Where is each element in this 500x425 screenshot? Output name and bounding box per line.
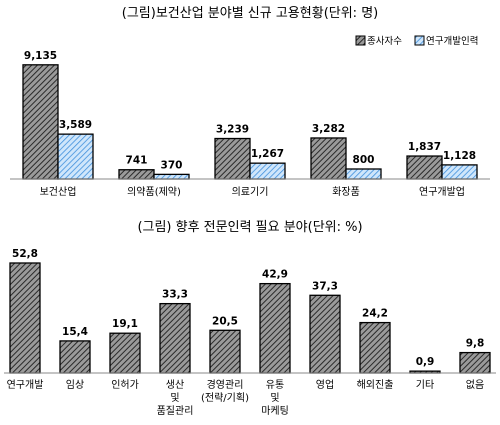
bar-employees-3: [310, 137, 347, 180]
data-label-need-7: 24,2: [362, 308, 388, 320]
bar-rnd-staff-4: [441, 164, 478, 180]
category-label-need-0: 연구개발: [7, 379, 44, 391]
bar-employees-0: [22, 64, 59, 180]
data-label-need-0: 52,8: [12, 248, 38, 260]
data-label-need-5: 42,9: [262, 269, 288, 281]
bar-rnd-staff-0: [57, 133, 94, 180]
data-label-employees-2: 3,239: [216, 124, 249, 136]
bar-need-4: [209, 329, 241, 374]
category-label-need-7: 해외진출: [357, 378, 394, 391]
legend-swatch-rnd-staff: [414, 35, 425, 46]
bar-need-0: [9, 262, 41, 374]
category-label-3: 화장품: [332, 186, 360, 198]
data-label-need-8: 0,9: [416, 356, 435, 368]
category-label-need-5: 유통 및 마케팅: [261, 379, 289, 417]
category-label-1: 의약품(제약): [127, 186, 181, 198]
bar-need-1: [59, 340, 91, 374]
data-label-rnd-staff-1: 370: [161, 159, 183, 171]
data-label-employees-4: 1,837: [408, 141, 441, 153]
legend-label-employees: 종사자수: [367, 36, 402, 47]
chart-2: (그림) 향후 전문인력 필요 분야(단위: %) 52,8 연구개발 15,4 임상…: [4, 220, 496, 417]
category-label-need-9: 없음: [466, 378, 484, 391]
data-label-need-4: 20,5: [212, 315, 238, 327]
bar-need-2: [109, 332, 141, 374]
bar-employees-4: [406, 155, 443, 180]
chart-1-title: (그림)보건산업 분야별 신규 고용현황(단위: 명): [122, 6, 378, 21]
data-label-need-6: 37,3: [312, 280, 338, 292]
data-label-need-3: 33,3: [162, 289, 188, 301]
category-label-2: 의료기기: [232, 186, 269, 198]
bar-need-9: [459, 351, 491, 374]
data-label-need-1: 15,4: [62, 326, 88, 338]
category-label-need-4: 경영관리 (전략/기획): [201, 378, 249, 404]
data-label-rnd-staff-0: 3,589: [59, 119, 92, 131]
data-label-employees-1: 741: [126, 155, 148, 167]
bar-need-3: [159, 302, 191, 374]
data-label-need-2: 19,1: [112, 318, 138, 330]
category-label-need-8: 기타: [416, 379, 434, 391]
bar-employees-1: [118, 169, 155, 180]
legend-label-rnd-staff: 연구개발인력: [426, 35, 478, 47]
category-label-4: 연구개발업: [419, 185, 465, 198]
bar-need-6: [309, 294, 341, 374]
category-label-need-1: 임상: [66, 378, 84, 391]
bar-rnd-staff-3: [345, 168, 382, 180]
category-label-need-6: 영업: [316, 378, 334, 391]
category-label-need-2: 인허가: [111, 379, 139, 391]
legend-swatch-employees: [355, 35, 366, 46]
bar-rnd-staff-1: [153, 173, 190, 180]
bar-need-7: [359, 321, 391, 374]
data-label-employees-0: 9,135: [24, 50, 57, 62]
data-label-employees-3: 3,282: [312, 123, 345, 135]
data-label-need-9: 9,8: [466, 338, 485, 350]
chart-1-legend: 종사자수 연구개발인력: [355, 35, 478, 47]
bar-employees-2: [214, 137, 251, 180]
chart-1: (그림)보건산업 분야별 신규 고용현황(단위: 명) 종사자수 연구개발인력 …: [10, 6, 490, 198]
chart-2-marks: 52,8 연구개발 15,4 임상 19,1 인허가 33,3 생산 및 품질관리 20,5 경영관리…: [4, 248, 496, 417]
chart-2-title: (그림) 향후 전문인력 필요 분야(단위: %): [137, 220, 362, 235]
category-label-0: 보건산업: [40, 185, 77, 198]
bar-need-5: [259, 282, 291, 374]
category-label-need-3: 생산 및 품질관리: [157, 379, 194, 417]
bar-rnd-staff-2: [249, 162, 286, 180]
data-label-rnd-staff-3: 800: [353, 154, 375, 166]
data-label-rnd-staff-2: 1,267: [251, 148, 284, 160]
data-label-rnd-staff-4: 1,128: [443, 150, 476, 162]
